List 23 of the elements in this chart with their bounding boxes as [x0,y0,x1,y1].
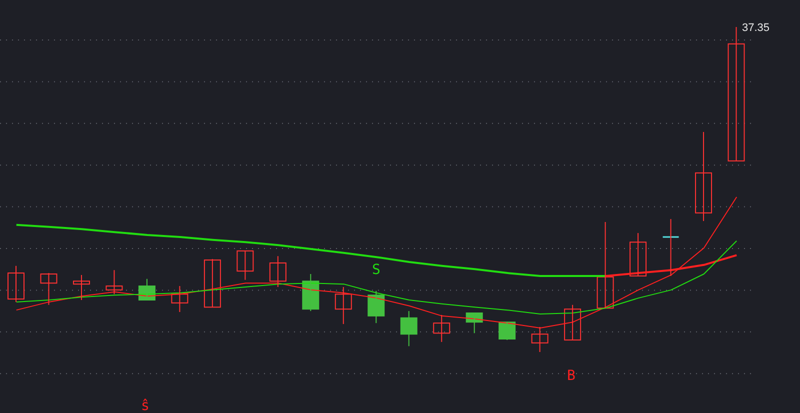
candlestick [498,322,516,340]
annotation: 37.35 [742,22,770,34]
candlestick [400,310,418,347]
candlestick [236,250,254,280]
text: ŝ [141,398,150,413]
candlestick [596,222,614,309]
annotation: S [372,262,380,278]
candlestick [269,256,286,288]
candlestick [334,286,352,325]
text: B [567,368,576,384]
candlestick [171,286,188,313]
candlestick [433,314,450,342]
candlestick [662,218,680,276]
candlestick [368,290,385,324]
candlestick [40,272,58,306]
candlestick [106,270,123,295]
candlestick [72,274,90,300]
candlestick [531,326,548,352]
candlestick [630,232,647,276]
candlestick [8,265,24,302]
candlestick [564,304,582,340]
candlestick [695,131,712,222]
candlestick [204,258,221,308]
